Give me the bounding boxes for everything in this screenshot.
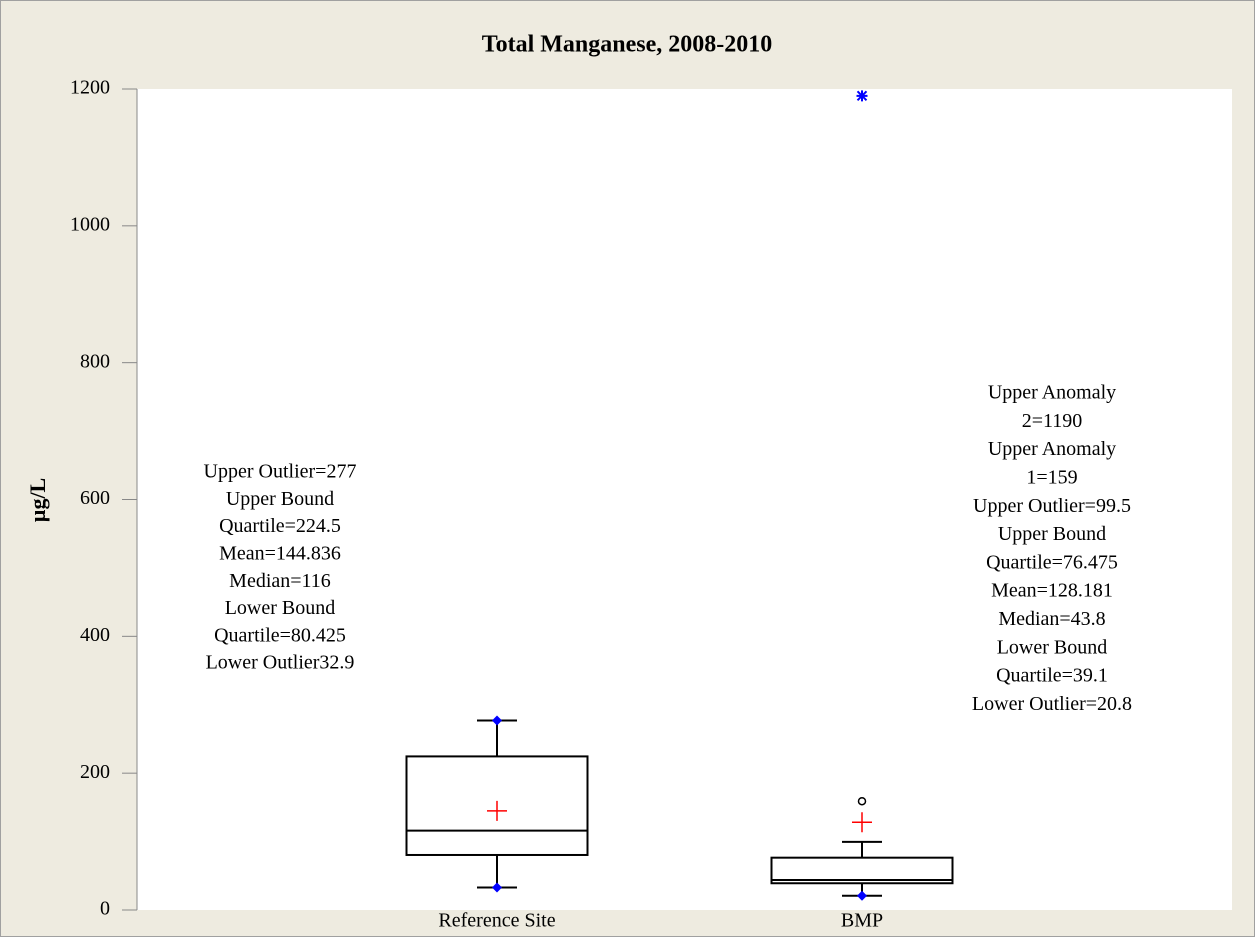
annotation: Upper Bound [226,488,334,510]
extreme-marker [857,890,867,901]
annotation: Upper Anomaly [988,438,1116,460]
annotation: Lower Outlier32.9 [206,652,355,674]
box [405,755,589,856]
y-tick-label: 1200 [70,77,110,99]
annotation: Mean=128.181 [991,580,1113,602]
annotation: Upper Outlier=277 [204,461,357,483]
plot-area [137,89,1232,910]
annotation: Median=43.8 [998,608,1105,630]
mean-marker [852,812,872,833]
x-tick-label: BMP [841,910,883,932]
annotation: Lower Bound [225,597,336,619]
annotation: Quartile=80.425 [214,624,346,646]
y-tick-label: 1000 [70,213,110,235]
annotation: Lower Outlier=20.8 [972,693,1132,715]
annotation: Lower Bound [997,636,1108,658]
annotation: Quartile=76.475 [986,551,1118,573]
annotation: Quartile=39.1 [996,665,1108,687]
y-tick-label: 800 [80,350,110,372]
annotation: Mean=144.836 [219,542,341,564]
annotation: Upper Bound [998,523,1106,545]
extreme-marker [492,715,502,726]
y-tick-label: 200 [80,761,110,783]
outlier [857,796,867,806]
mean-marker [487,800,507,821]
box [770,856,954,885]
chart-title: Total Manganese, 2008-2010 [482,32,772,58]
y-tick-label: 400 [80,624,110,646]
annotation: 1=159 [1026,466,1077,488]
annotation: 2=1190 [1022,410,1083,432]
y-tick-label: 600 [80,487,110,509]
annotation: Median=116 [229,570,331,592]
y-tick-label: 0 [100,898,110,920]
annotation: Quartile=224.5 [219,515,341,537]
extreme-marker [492,882,502,893]
x-tick-label: Reference Site [438,910,555,932]
y-axis-label: µg/L [25,478,50,522]
annotation: Upper Anomaly [988,382,1116,404]
annotation: Upper Outlier=99.5 [973,495,1131,517]
extreme-outlier [856,90,868,102]
